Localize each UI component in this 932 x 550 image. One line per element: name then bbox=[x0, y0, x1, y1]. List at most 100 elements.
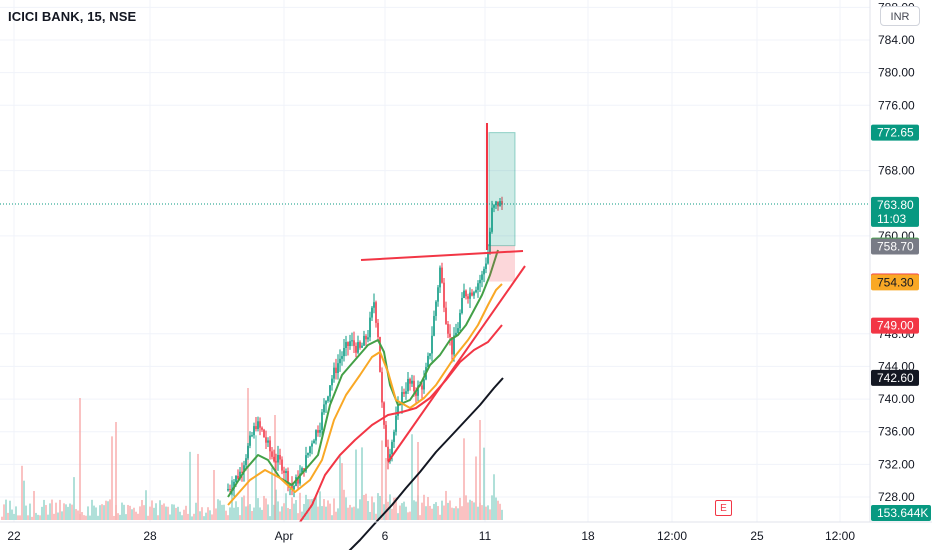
volume-bar bbox=[311, 498, 313, 520]
volume-bar bbox=[109, 499, 111, 520]
volume-bar bbox=[313, 497, 315, 520]
volume-bar bbox=[81, 512, 83, 520]
candle-body bbox=[493, 205, 495, 208]
candle-body bbox=[323, 404, 325, 413]
candle-body bbox=[343, 347, 345, 357]
moving-average-line bbox=[299, 324, 503, 523]
volume-bar bbox=[345, 497, 347, 520]
volume-bar bbox=[379, 495, 381, 520]
volume-bar bbox=[5, 499, 7, 520]
volume-bar bbox=[499, 503, 501, 520]
volume-bar bbox=[349, 504, 351, 520]
volume-bar bbox=[133, 507, 135, 520]
volume-bar bbox=[33, 490, 35, 520]
earnings-icon[interactable]: E bbox=[715, 500, 732, 516]
resistance-trendline[interactable] bbox=[360, 250, 524, 261]
candle-body bbox=[233, 481, 235, 489]
candle-body bbox=[437, 287, 439, 302]
candle-body bbox=[283, 470, 285, 473]
volume-bar bbox=[245, 506, 247, 520]
volume-bar bbox=[439, 514, 441, 520]
price-label-text: 153.644K bbox=[877, 506, 928, 520]
volume-bar bbox=[259, 507, 261, 520]
volume-bar bbox=[137, 513, 139, 520]
volume-bar bbox=[461, 506, 463, 520]
candle-body bbox=[481, 274, 483, 280]
support-trendline[interactable] bbox=[387, 265, 526, 463]
volume-bar bbox=[175, 507, 177, 520]
volume-bar bbox=[187, 513, 189, 520]
candle-body bbox=[347, 342, 349, 346]
candle-body bbox=[313, 440, 315, 444]
volume-bar bbox=[483, 447, 485, 520]
price-label-text: 758.70 bbox=[877, 239, 914, 253]
volume-bar bbox=[301, 511, 303, 520]
volume-bar bbox=[239, 515, 241, 520]
volume-bar bbox=[131, 509, 133, 520]
volume-bar bbox=[363, 494, 365, 520]
volume-bar bbox=[347, 507, 349, 520]
currency-button[interactable]: INR bbox=[880, 6, 920, 26]
volume-bar bbox=[271, 467, 273, 520]
price-labels: 772.65763.8011:03758.80758.70754.40754.3… bbox=[871, 124, 931, 521]
volume-bar bbox=[293, 503, 295, 520]
volume-bar bbox=[3, 504, 5, 520]
candle-body bbox=[439, 267, 441, 288]
volume-bar bbox=[203, 516, 205, 520]
volume-bar bbox=[217, 499, 219, 520]
volume-bar bbox=[441, 500, 443, 520]
volume-bar bbox=[467, 502, 469, 520]
grid-lines bbox=[0, 0, 870, 522]
candle-body bbox=[251, 435, 253, 437]
volume-bar bbox=[177, 506, 179, 520]
time-tick-label: 6 bbox=[382, 529, 389, 543]
volume-bar bbox=[315, 496, 317, 520]
price-label: 749.00 bbox=[871, 317, 919, 334]
candle-body bbox=[461, 298, 463, 314]
volume-bar bbox=[135, 511, 137, 520]
volume-bar bbox=[139, 506, 141, 520]
candle-body bbox=[331, 378, 333, 386]
volume-bar bbox=[209, 510, 211, 520]
candle-body bbox=[247, 445, 249, 459]
long-position-target-zone[interactable] bbox=[488, 132, 516, 247]
volume-bar bbox=[331, 515, 333, 520]
volume-bar bbox=[355, 449, 357, 520]
trend-drawings[interactable] bbox=[360, 123, 526, 463]
time-axis[interactable]: 22 28 Apr 6 11 18 12:00 25 12:00 bbox=[0, 521, 932, 543]
volume-bar bbox=[417, 442, 419, 520]
volume-bar bbox=[277, 501, 279, 520]
volume-bar bbox=[117, 513, 119, 520]
volume-bar bbox=[377, 493, 379, 520]
volume-bar bbox=[435, 502, 437, 520]
volume-bar bbox=[413, 500, 415, 520]
candle-body bbox=[261, 427, 263, 430]
candle-body bbox=[239, 471, 241, 479]
candle-body bbox=[407, 378, 409, 392]
candle-body bbox=[369, 317, 371, 338]
candle-body bbox=[457, 328, 459, 333]
volume-bar bbox=[305, 494, 307, 520]
volume-bar bbox=[51, 499, 53, 520]
candle-body bbox=[475, 289, 477, 293]
volume-bar bbox=[219, 500, 221, 520]
candle-body bbox=[471, 292, 473, 296]
volume-bar bbox=[21, 465, 23, 520]
time-tick-label: 18 bbox=[581, 529, 595, 543]
moving-average-line bbox=[348, 377, 504, 550]
candle-body bbox=[431, 335, 433, 354]
volume-bar bbox=[479, 420, 481, 520]
volume-bar bbox=[453, 508, 455, 520]
volume-bar bbox=[369, 511, 371, 520]
volume-bar bbox=[371, 496, 373, 520]
volume-bar bbox=[75, 509, 77, 520]
volume-bar bbox=[49, 503, 51, 520]
candle-body bbox=[383, 402, 385, 425]
candle-body bbox=[415, 391, 417, 396]
candle-body bbox=[435, 301, 437, 316]
candle-body bbox=[257, 421, 259, 430]
volume-bar bbox=[47, 514, 49, 520]
volume-bar bbox=[57, 512, 59, 520]
volume-bar bbox=[317, 506, 319, 520]
